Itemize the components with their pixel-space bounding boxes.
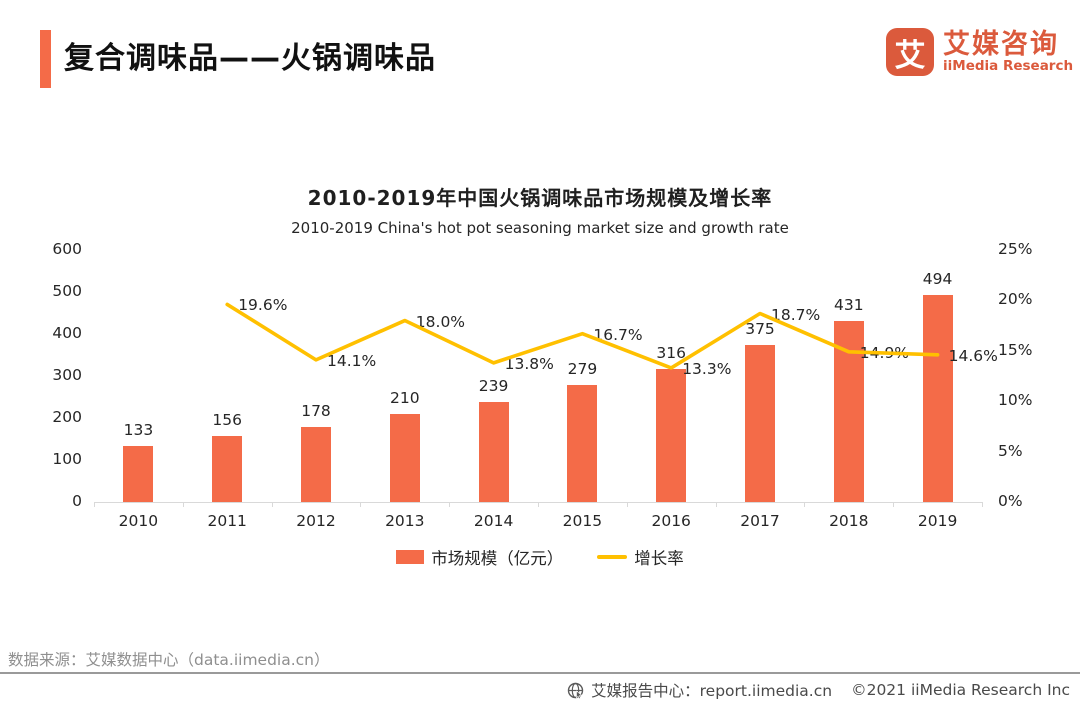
data-source-text: 数据来源：艾媒数据中心（data.iimedia.cn） — [8, 651, 330, 669]
line-value-label: 13.3% — [682, 359, 732, 378]
footer-right: 艾媒报告中心：report.iimedia.cn ©2021 iiMedia R… — [567, 679, 1070, 701]
line-value-label: 16.7% — [593, 325, 643, 344]
bar-value-label: 431 — [834, 295, 864, 314]
bar — [212, 436, 243, 502]
x-axis-label: 2012 — [296, 512, 336, 530]
x-axis-label: 2019 — [917, 512, 958, 530]
footer-divider — [0, 672, 1080, 674]
y-axis-label: 600 — [52, 240, 82, 258]
right-axis-label: 15% — [998, 340, 1033, 359]
bar-value-label: 316 — [656, 344, 686, 363]
bar-value-label: 210 — [390, 388, 420, 407]
legend-item-market-size: 市场规模（亿元） — [396, 545, 563, 569]
y-axis-label: 100 — [52, 450, 82, 468]
copyright-text: ©2021 iiMedia Research Inc — [851, 681, 1070, 699]
logo-name-en: iiMedia Research — [943, 58, 1074, 75]
axis-tick — [271, 502, 273, 507]
y-axis-label: 300 — [52, 366, 82, 384]
chart-subtitle: 2010-2019 China's hot pot seasoning mark… — [291, 219, 789, 237]
bar — [389, 413, 420, 502]
x-axis-label: 2013 — [385, 512, 425, 530]
globe-cursor-icon — [567, 682, 584, 699]
axis-tick — [94, 502, 95, 507]
line-value-label: 18.0% — [415, 312, 466, 331]
right-axis-label: 25% — [998, 240, 1033, 258]
line-value-label: 18.7% — [771, 305, 821, 324]
bar — [123, 446, 154, 502]
logo-glyph: 艾 — [894, 37, 926, 74]
y-axis-label: 400 — [52, 324, 82, 342]
logo-text: 艾媒咨询 iiMedia Research — [943, 28, 1074, 75]
axis-tick — [804, 502, 806, 507]
line-value-label: 19.6% — [238, 296, 288, 315]
right-axis-label: 0% — [998, 492, 1023, 510]
chart-legend: 市场规模（亿元） 增长率 — [0, 545, 1080, 569]
y-axis-label: 0 — [72, 492, 82, 510]
axis-tick — [626, 502, 628, 507]
bar — [745, 344, 775, 502]
axis-tick — [893, 502, 895, 507]
x-axis-label: 2015 — [562, 512, 603, 530]
iimedia-logo: 艾 艾媒咨询 iiMedia Research — [886, 28, 1073, 76]
axis-tick — [982, 502, 983, 507]
bar-value-label: 239 — [478, 376, 509, 395]
chart-title: 2010-2019年中国火锅调味品市场规模及增长率 — [307, 186, 773, 210]
line-value-label: 13.8% — [504, 354, 554, 373]
axis-tick — [715, 502, 717, 507]
legend-label-growth-rate: 增长率 — [634, 549, 684, 568]
legend-item-growth-rate: 增长率 — [597, 545, 684, 569]
bar-value-label: 494 — [922, 269, 953, 288]
bar-series-swatch — [396, 550, 425, 564]
bar — [567, 384, 598, 502]
line-series-swatch — [597, 555, 628, 559]
x-axis-label: 2016 — [651, 512, 691, 530]
x-axis-label: 2014 — [473, 512, 514, 530]
y-axis-label: 500 — [52, 282, 82, 300]
right-axis-label: 20% — [998, 290, 1033, 309]
bar-value-label: 133 — [123, 421, 154, 440]
axis-tick — [360, 502, 362, 507]
axis-tick — [538, 502, 539, 507]
right-axis-label: 5% — [998, 441, 1023, 460]
x-axis-label: 2011 — [207, 512, 247, 530]
x-axis-label: 2017 — [740, 512, 780, 530]
legend-label-market-size: 市场规模（亿元） — [431, 549, 564, 568]
line-value-label: 14.1% — [327, 351, 377, 370]
iimedia-logo-icon: 艾 — [886, 28, 934, 76]
logo-name-cn: 艾媒咨询 — [943, 28, 1059, 60]
bar — [478, 401, 509, 502]
bar — [922, 294, 953, 502]
x-axis-label: 2018 — [829, 512, 869, 530]
report-center-text: 艾媒报告中心：report.iimedia.cn — [591, 682, 833, 700]
title-accent-bar — [40, 30, 51, 88]
bar-value-label: 279 — [567, 359, 598, 378]
bar-value-label: 178 — [301, 402, 331, 421]
page-title: 复合调味品——火锅调味品 — [64, 41, 436, 76]
bar-value-label: 156 — [212, 411, 242, 430]
x-axis-label: 2010 — [118, 512, 159, 530]
y-axis-label: 200 — [52, 408, 82, 426]
bar — [301, 427, 331, 502]
right-axis-label: 10% — [998, 391, 1033, 410]
line-value-label: 14.6% — [948, 346, 998, 365]
bar — [656, 369, 687, 502]
axis-tick — [182, 502, 184, 507]
bar-value-label: 375 — [745, 319, 775, 338]
axis-tick — [449, 502, 451, 507]
